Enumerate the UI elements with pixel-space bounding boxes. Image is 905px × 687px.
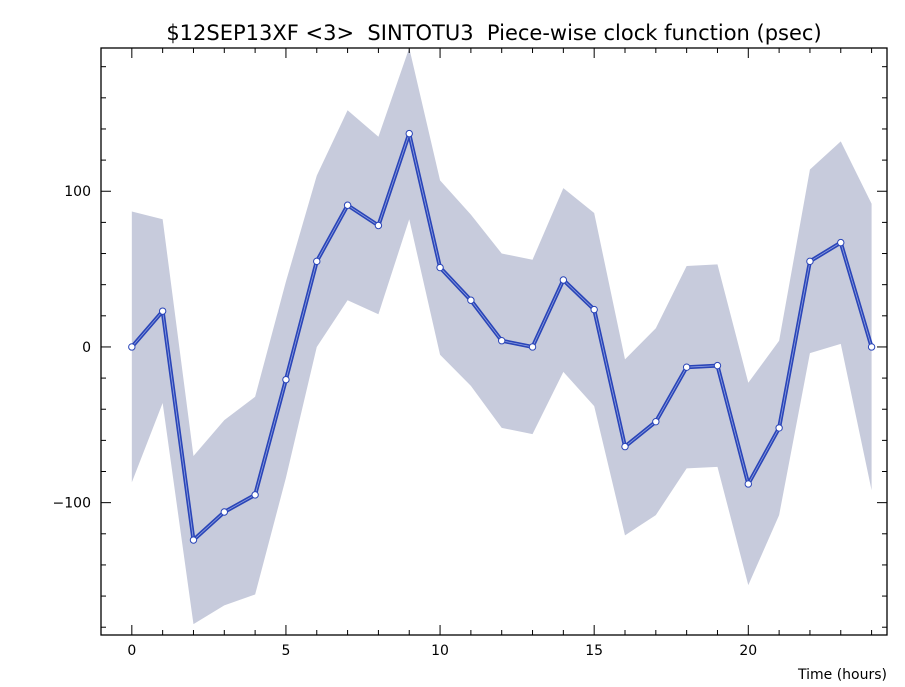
x-tick-label: 20 — [739, 643, 757, 659]
x-tick-label: 5 — [281, 643, 290, 659]
data-point — [313, 257, 321, 266]
data-point — [282, 375, 290, 384]
data-point — [713, 361, 722, 370]
data-point — [220, 508, 228, 516]
uncertainty-band-layer — [131, 48, 872, 625]
y-tick-label: 0 — [82, 340, 91, 356]
data-point — [744, 480, 752, 488]
data-point — [251, 491, 259, 499]
data-point — [498, 337, 506, 345]
data-point — [467, 296, 475, 304]
data-point — [806, 257, 814, 266]
data-point — [559, 276, 568, 284]
chart-title: $12SEP13XF <3> SINTOTU3 Piece-wise clock… — [166, 21, 821, 45]
data-point — [590, 305, 598, 314]
y-tick-label: −100 — [53, 496, 91, 512]
data-point — [775, 424, 783, 432]
data-point — [128, 343, 136, 351]
data-point — [189, 536, 198, 544]
x-tick-label: 0 — [127, 643, 136, 659]
axis-tick-layer: 0 5 10 15 20 −100 0 100 — [53, 48, 887, 659]
plot-frame — [100, 47, 888, 636]
uncertainty-band — [131, 48, 872, 625]
data-point — [405, 129, 413, 138]
data-point — [343, 201, 352, 209]
data-point — [621, 442, 629, 451]
x-tick-label: 10 — [431, 643, 449, 659]
data-point — [837, 238, 845, 247]
data-point-layer — [128, 129, 876, 544]
data-point — [374, 221, 383, 230]
y-tick-label: 100 — [64, 184, 91, 200]
data-point — [436, 263, 444, 272]
data-point — [682, 363, 691, 371]
x-axis-label: Time (hours) — [797, 667, 887, 683]
data-point — [867, 343, 876, 351]
data-point — [652, 417, 660, 426]
data-point — [158, 307, 167, 315]
x-tick-label: 15 — [585, 643, 603, 659]
data-point — [528, 343, 537, 351]
